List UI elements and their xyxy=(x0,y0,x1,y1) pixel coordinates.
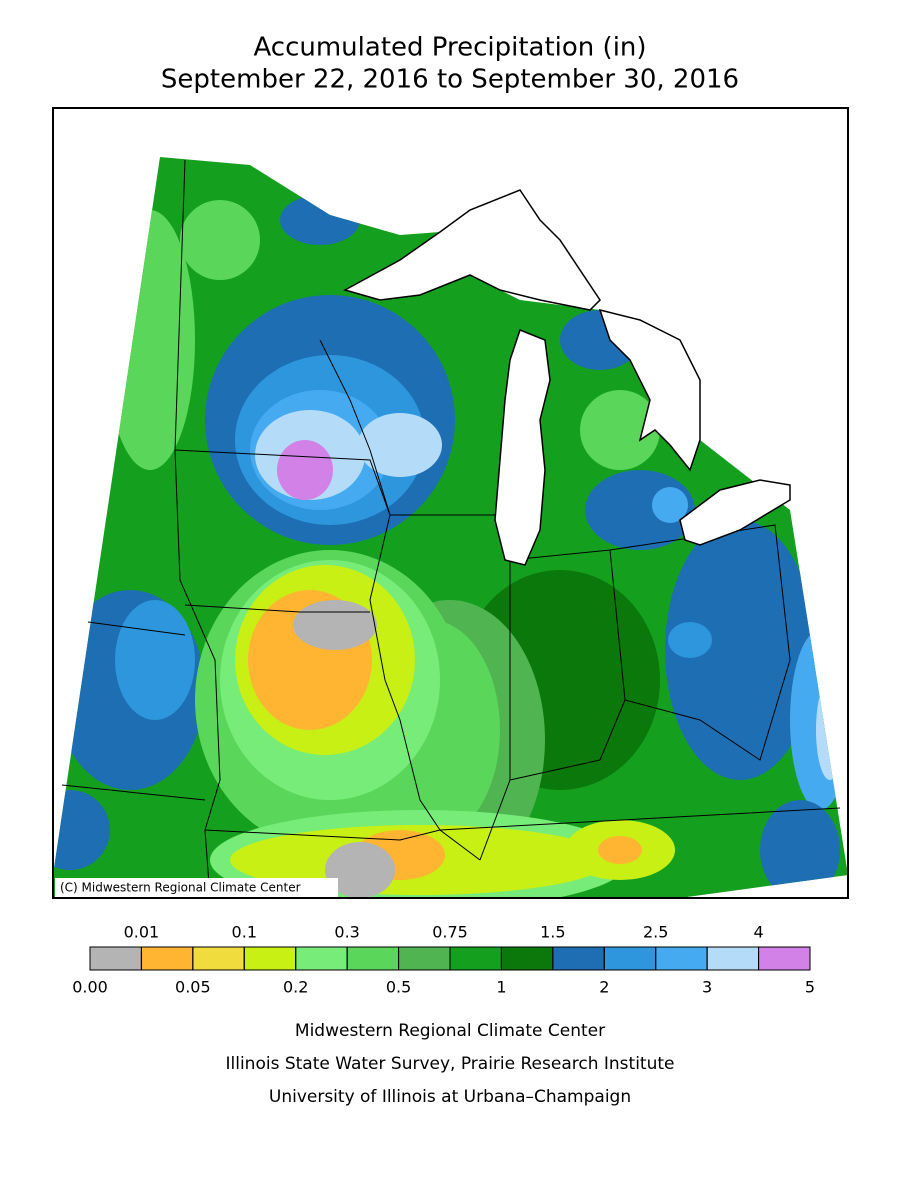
copyright-box xyxy=(55,878,338,897)
legend-label: 0.75 xyxy=(432,923,468,942)
legend-swatch xyxy=(500,946,554,971)
legend-label: 2 xyxy=(599,978,609,997)
field xyxy=(293,600,377,650)
credit-line: University of Illinois at Urbana–Champai… xyxy=(269,1087,631,1107)
field xyxy=(53,790,110,870)
legend-label: 3 xyxy=(702,978,712,997)
field xyxy=(665,520,815,780)
legend: 0.00 0.01 0.05 0.1 0.2 0.3 0.5 0.75 1 1.5 2 2.5 3 4 5 xyxy=(72,923,815,997)
legend-swatch xyxy=(655,946,708,971)
legend-label: 0.01 xyxy=(124,923,160,942)
field xyxy=(668,622,712,658)
field xyxy=(180,200,260,280)
legend-swatch xyxy=(398,946,451,971)
legend-label: 0.3 xyxy=(334,923,359,942)
credit-line: Illinois State Water Survey, Prairie Res… xyxy=(226,1054,675,1074)
legend-label: 0.05 xyxy=(175,978,211,997)
legend-label: 0.00 xyxy=(72,978,108,997)
legend-swatch xyxy=(140,946,194,971)
field xyxy=(580,390,660,470)
field xyxy=(760,800,840,898)
legend-label: 1 xyxy=(496,978,506,997)
legend-swatch xyxy=(603,946,657,971)
field xyxy=(280,195,360,245)
field xyxy=(816,680,844,780)
legend-label: 0.1 xyxy=(232,923,257,942)
field xyxy=(115,600,195,720)
legend-swatch xyxy=(346,946,400,971)
title-line: September 22, 2016 to September 30, 2016 xyxy=(161,65,739,95)
legend-swatch xyxy=(192,946,245,971)
credit-line: Midwestern Regional Climate Center xyxy=(295,1021,605,1041)
map-frame xyxy=(52,107,849,899)
legend-swatch xyxy=(706,946,760,971)
legend-swatch xyxy=(243,946,297,971)
copyright: (C) Midwestern Regional Climate Center xyxy=(60,881,301,895)
title-line: Accumulated Precipitation (in) xyxy=(253,33,646,63)
legend-swatch xyxy=(449,946,502,971)
legend-swatch xyxy=(552,946,605,971)
legend-label: 1.5 xyxy=(540,923,565,942)
field xyxy=(277,440,333,500)
legend-label: 2.5 xyxy=(643,923,668,942)
legend-label: 5 xyxy=(805,978,815,997)
lakes xyxy=(343,189,791,566)
field xyxy=(598,836,642,864)
legend-swatch xyxy=(295,946,348,971)
field xyxy=(325,842,395,898)
legend-label: 4 xyxy=(753,923,763,942)
legend-swatch xyxy=(758,946,811,971)
field xyxy=(652,487,688,523)
legend-swatch xyxy=(89,946,142,971)
legend-label: 0.2 xyxy=(283,978,308,997)
field xyxy=(358,413,442,477)
legend-label: 0.5 xyxy=(386,978,411,997)
